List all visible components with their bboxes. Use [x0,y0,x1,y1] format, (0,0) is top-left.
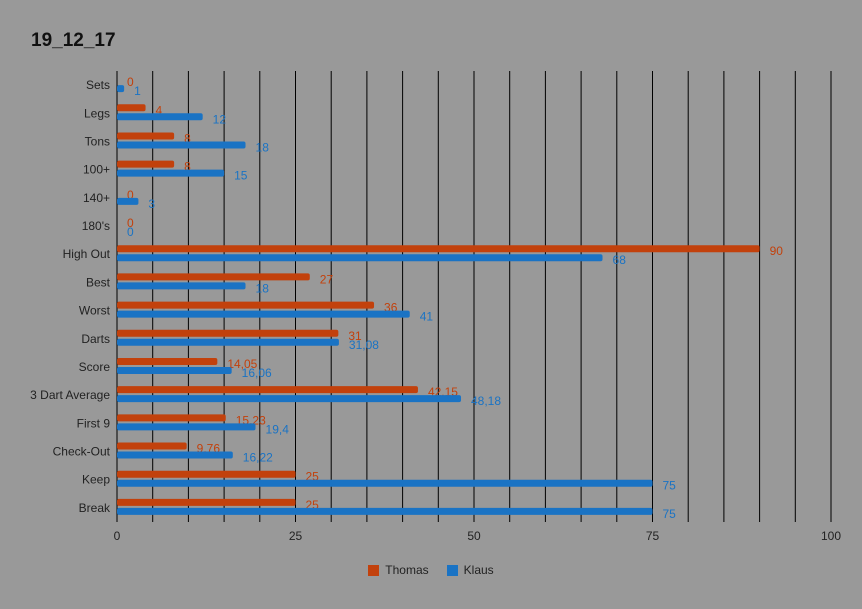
category-label: First 9 [77,416,111,430]
data-label-klaus: 16,06 [242,366,272,380]
data-label-klaus: 18 [256,281,270,295]
bar-klaus [117,197,139,205]
legend-label-thomas: Thomas [385,563,429,577]
category-label: 100+ [83,163,110,177]
bar-thomas [117,470,296,478]
x-tick-label: 75 [646,529,660,543]
data-label-klaus: 1 [134,84,141,98]
x-tick-label: 50 [467,529,481,543]
bar-thomas [117,245,760,253]
category-label: Best [86,275,111,289]
x-tick-label: 25 [289,529,303,543]
bar-thomas [117,273,310,281]
bar-thomas [117,414,226,422]
bar-klaus [117,310,410,318]
category-label: High Out [63,247,111,261]
bar-klaus [117,169,225,177]
data-label-klaus: 75 [663,479,677,493]
bar-klaus [117,451,233,459]
data-label-klaus: 16,22 [243,451,273,465]
data-label-thomas: 8 [184,160,191,174]
bar-thomas [117,442,187,450]
data-label-thomas: 27 [320,272,334,286]
bar-thomas [117,301,375,309]
legend-swatch-thomas [368,564,380,576]
chart-title: 19_12_17 [31,30,116,51]
data-label-klaus: 48,18 [471,394,501,408]
legend-item-klaus[interactable]: Klaus [446,563,494,577]
bar-klaus [117,254,603,262]
bar-thomas [117,357,218,365]
category-label: Legs [84,106,110,120]
x-tick-label: 0 [114,529,121,543]
bar-klaus [117,507,653,515]
data-label-thomas: 90 [770,244,784,258]
data-label-klaus: 0 [127,225,134,239]
data-label-klaus: 19,4 [266,422,290,436]
data-label-klaus: 31,08 [349,338,379,352]
category-label: Keep [82,473,110,487]
bar-thomas [117,498,296,506]
data-label-thomas: 8 [184,131,191,145]
data-label-klaus: 68 [613,253,627,267]
category-label: 3 Dart Average [30,388,110,402]
bar-thomas [117,160,175,168]
bar-thomas [117,104,146,112]
data-label-thomas: 4 [156,103,163,117]
data-label-thomas: 31 [348,329,362,343]
bar-klaus [117,113,203,121]
category-label: Score [79,360,111,374]
data-label-klaus: 41 [420,310,434,324]
data-label-klaus: 3 [148,197,155,211]
data-label-thomas: 14,05 [227,357,257,371]
legend-item-thomas[interactable]: Thomas [368,563,429,577]
bar-klaus [117,395,462,403]
bar-klaus [117,141,246,149]
legend-label-klaus: Klaus [463,563,494,577]
data-label-thomas: 0 [127,216,134,230]
bar-klaus [117,85,125,93]
category-label: 180's [82,219,110,233]
category-label: Tons [85,134,110,148]
category-label: Break [79,501,111,515]
bar-thomas [117,132,175,140]
legend-swatch-klaus [446,564,458,576]
legend: Thomas Klaus [0,563,862,577]
x-tick-label: 100 [821,529,841,543]
category-label: 140+ [83,191,110,205]
data-label-klaus: 15 [234,169,248,183]
bar-klaus [117,282,246,290]
bar-klaus [117,479,653,487]
bar-thomas [117,329,339,337]
data-label-klaus: 75 [663,507,677,521]
data-label-klaus: 12 [213,112,227,126]
bar-klaus [117,338,339,346]
category-label: Sets [86,78,110,92]
data-label-klaus: 18 [256,140,270,154]
bar-klaus [117,423,256,431]
data-label-thomas: 0 [127,75,134,89]
category-label: Worst [79,304,111,318]
bar-klaus [117,366,232,374]
category-label: Check-Out [53,445,111,459]
bar-thomas [117,386,418,394]
data-label-thomas: 0 [127,188,134,202]
category-label: Darts [81,332,110,346]
